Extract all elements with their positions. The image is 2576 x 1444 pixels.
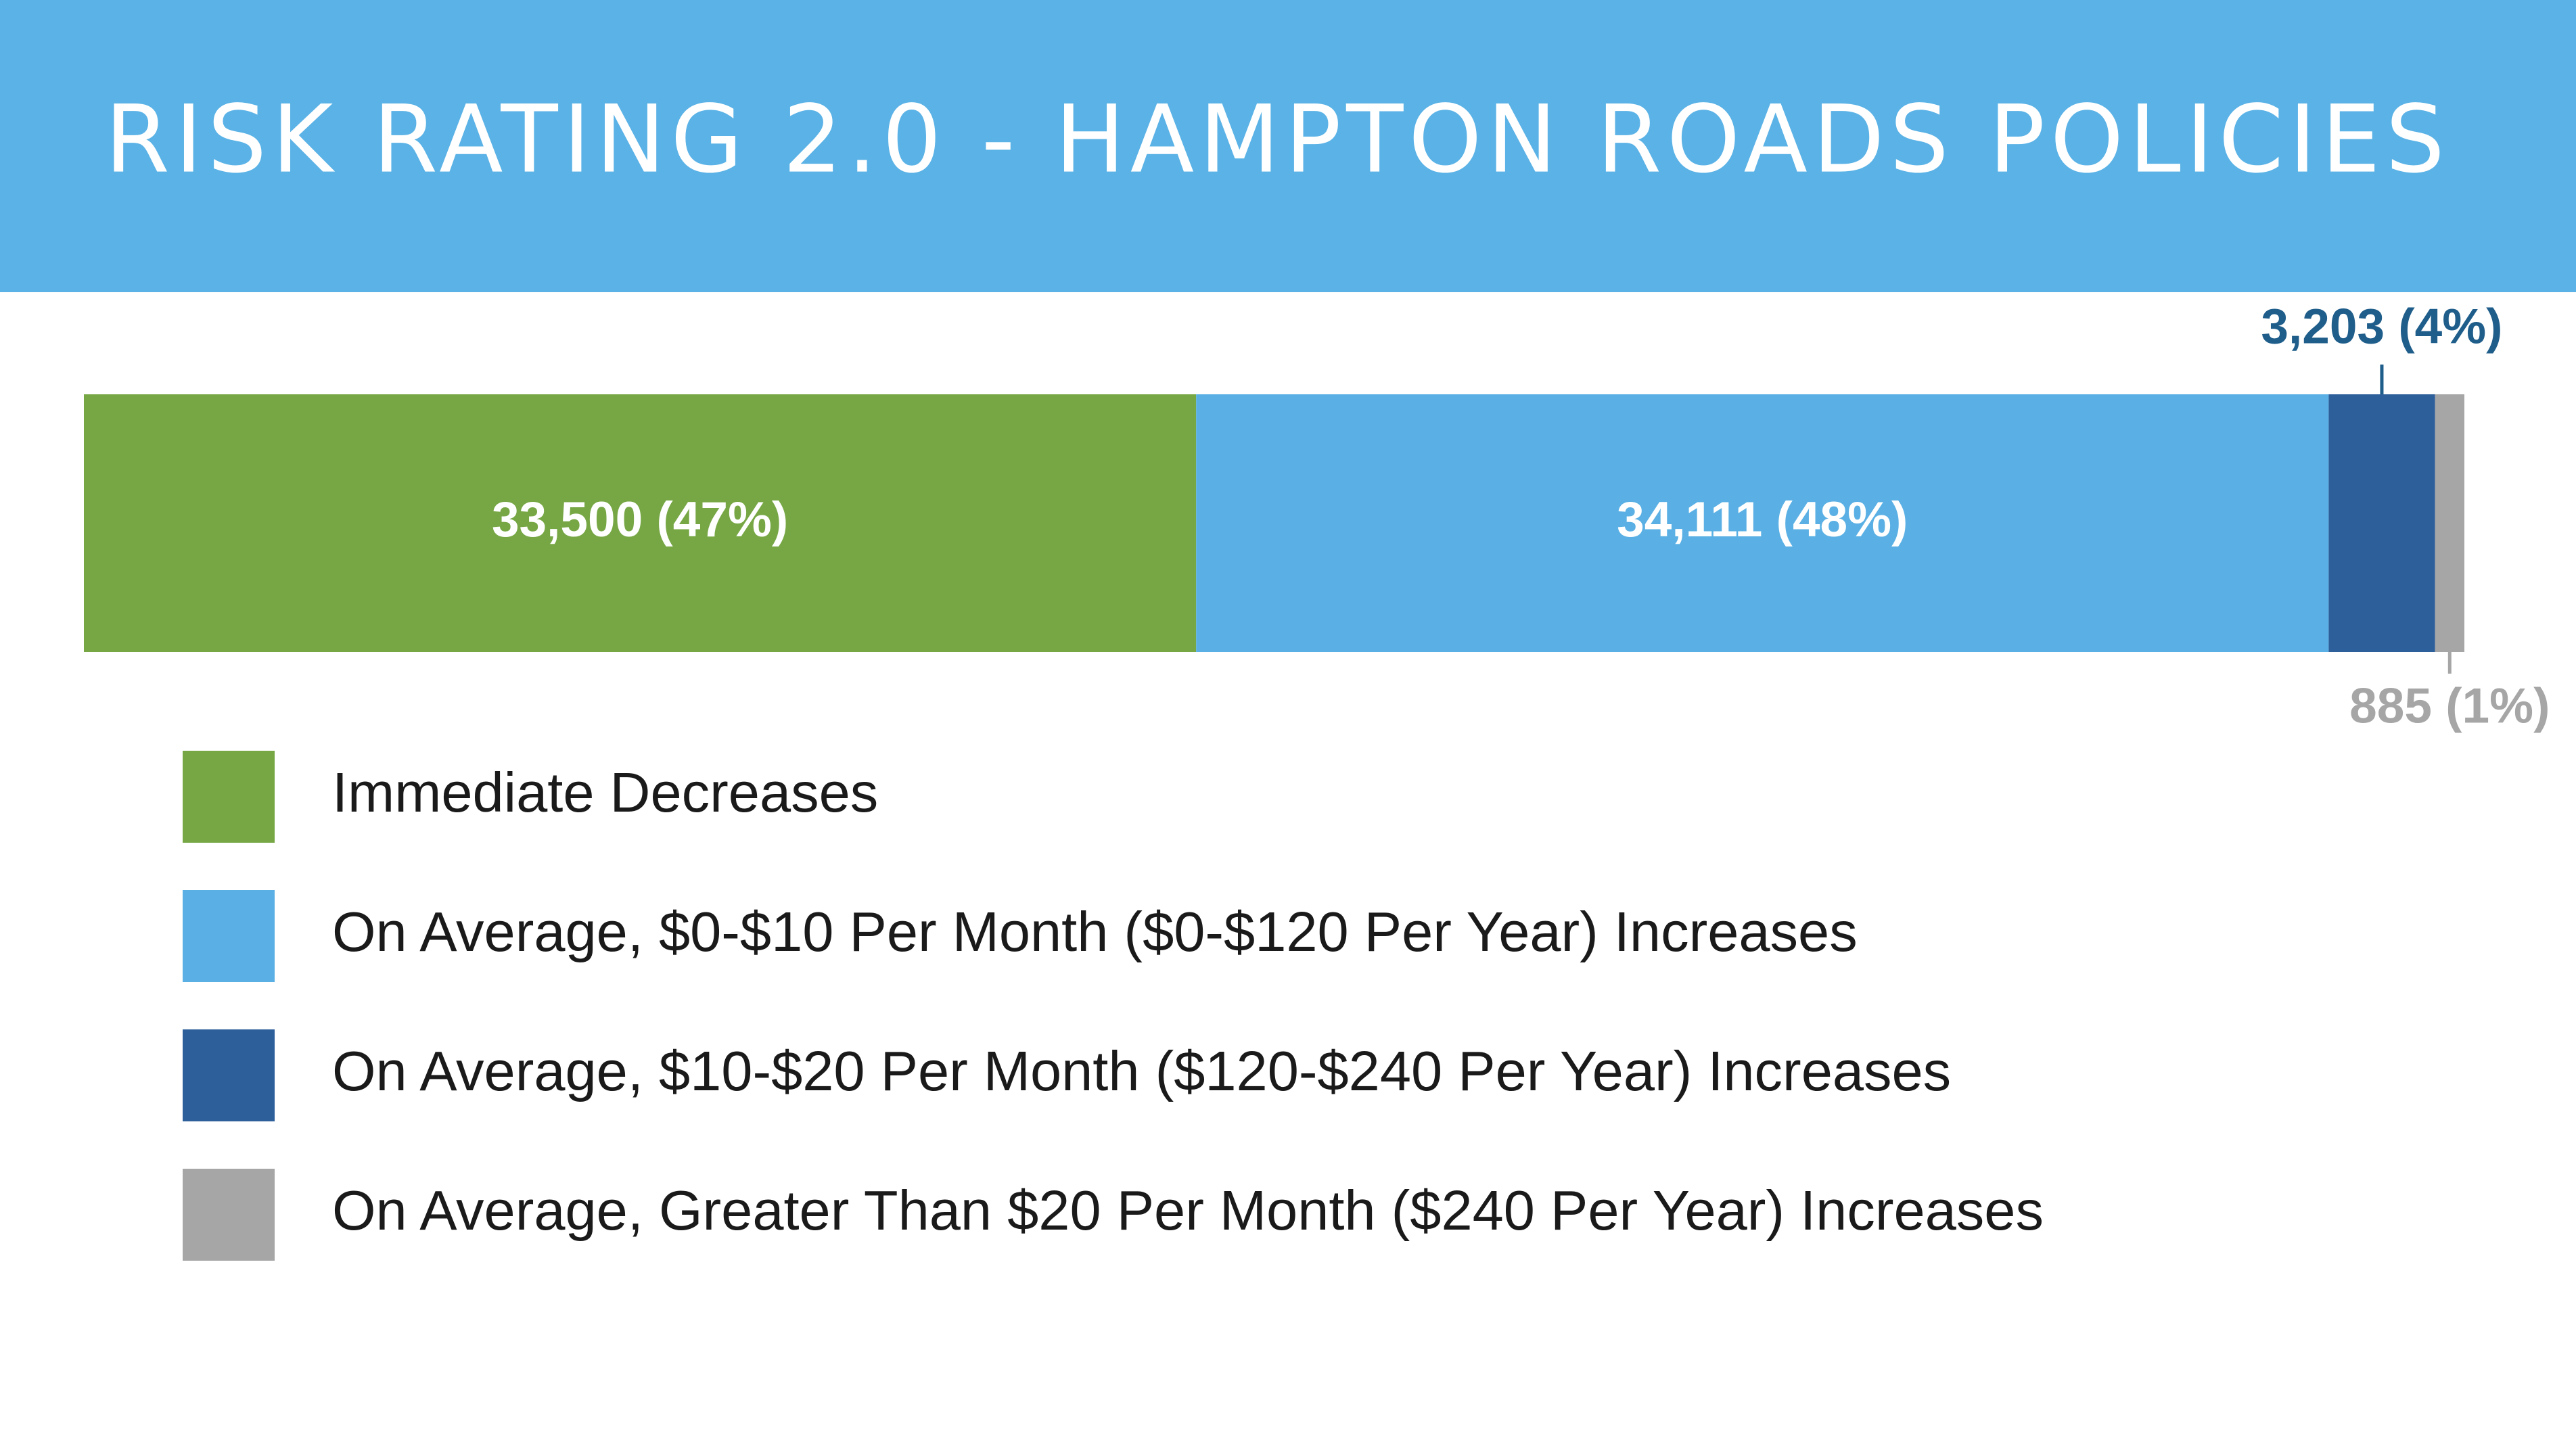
value-label: 33,500 (47%)	[492, 492, 788, 547]
legend-label: On Average, $0-$10 Per Month ($0-$120 Pe…	[332, 900, 1858, 963]
bar-segment	[2328, 394, 2435, 652]
bar-segment	[2435, 394, 2464, 652]
legend-swatch	[183, 1169, 275, 1261]
chart-title: RISK RATING 2.0 - HAMPTON ROADS POLICIES	[105, 85, 2445, 194]
value-label: 34,111 (48%)	[1617, 492, 1908, 547]
legend-label: Immediate Decreases	[332, 761, 878, 824]
bar-segment	[1196, 394, 2329, 652]
bar-segment	[84, 394, 1197, 652]
legend-label: On Average, $10-$20 Per Month ($120-$240…	[332, 1040, 1951, 1102]
value-label: 3,203 (4%)	[2261, 299, 2502, 354]
legend-swatch	[183, 751, 275, 843]
legend-swatch	[183, 1029, 275, 1121]
legend-label: On Average, Greater Than $20 Per Month (…	[332, 1179, 2044, 1242]
legend-swatch	[183, 890, 275, 982]
header-band	[0, 0, 2576, 292]
value-label: 885 (1%)	[2349, 678, 2550, 733]
